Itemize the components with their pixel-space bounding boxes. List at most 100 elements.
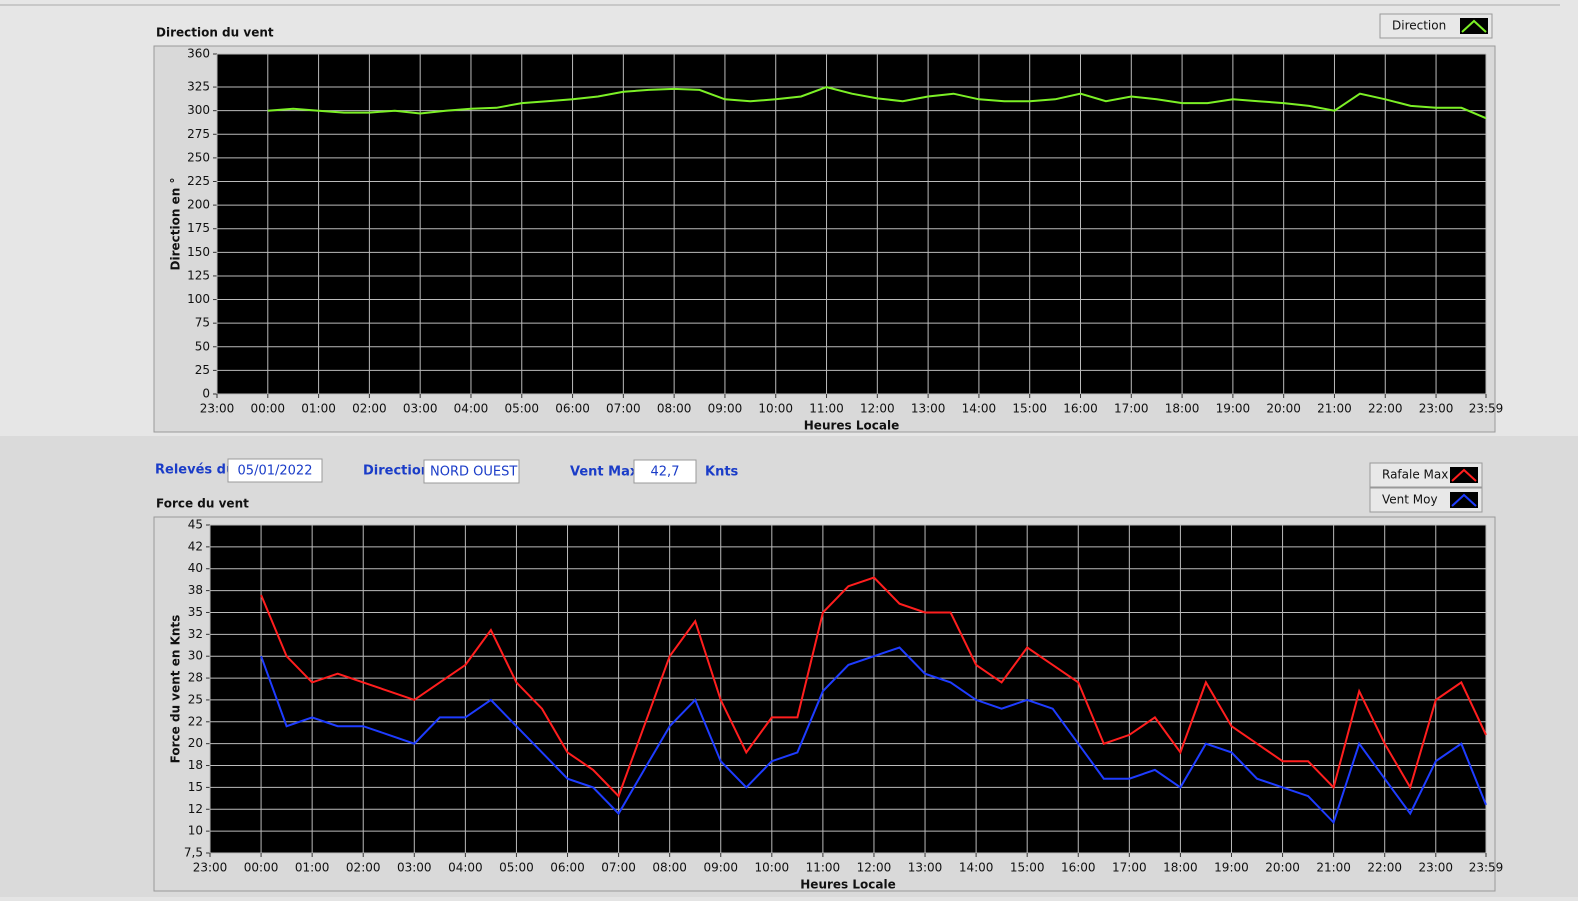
x-tick-label: 21:00 bbox=[1316, 861, 1351, 875]
x-tick-label: 17:00 bbox=[1112, 861, 1147, 875]
y-tick-label: 35 bbox=[188, 605, 203, 619]
x-tick-label: 17:00 bbox=[1114, 402, 1149, 416]
x-tick-label: 15:00 bbox=[1010, 861, 1045, 875]
x-tick-label: 23:00 bbox=[193, 861, 228, 875]
y-tick-label: 25 bbox=[188, 692, 203, 706]
legend-swatch bbox=[1451, 468, 1477, 482]
x-tick-label: 23:59 bbox=[1469, 861, 1504, 875]
field-box[interactable] bbox=[423, 459, 520, 484]
y-tick-label: 75 bbox=[195, 316, 210, 330]
x-tick-label: 04:00 bbox=[448, 861, 483, 875]
field-value: 05/01/2022 bbox=[238, 464, 313, 479]
legend-label: Direction bbox=[1392, 19, 1446, 33]
y-tick-label: 38 bbox=[188, 583, 203, 597]
x-tick-label: 15:00 bbox=[1012, 402, 1047, 416]
x-tick-label: 23:00 bbox=[1419, 402, 1454, 416]
x-tick-label: 05:00 bbox=[499, 861, 534, 875]
y-tick-label: 200 bbox=[187, 198, 210, 212]
x-tick-label: 19:00 bbox=[1214, 861, 1249, 875]
series-line bbox=[260, 646, 1487, 825]
y-axis-title: Direction en ° bbox=[169, 178, 183, 271]
x-tick-label: 11:00 bbox=[809, 402, 844, 416]
x-tick-label: 23:00 bbox=[1418, 861, 1453, 875]
y-tick-label: 45 bbox=[188, 518, 203, 532]
x-tick-label: 06:00 bbox=[555, 402, 590, 416]
field-box[interactable] bbox=[633, 459, 697, 484]
field-label: Vent Max bbox=[570, 465, 639, 480]
y-tick-label: 15 bbox=[188, 780, 203, 794]
y-axis-title: Force du vent en Knts bbox=[169, 615, 183, 764]
x-tick-label: 07:00 bbox=[601, 861, 636, 875]
x-tick-label: 18:00 bbox=[1163, 861, 1198, 875]
y-tick-label: 22 bbox=[188, 714, 203, 728]
x-tick-label: 04:00 bbox=[454, 402, 489, 416]
legend-label: Vent Moy bbox=[1382, 493, 1438, 507]
x-tick-label: 08:00 bbox=[657, 402, 692, 416]
field-label: Relevés du bbox=[155, 463, 235, 478]
x-tick-label: 12:00 bbox=[857, 861, 892, 875]
x-tick-label: 09:00 bbox=[703, 861, 738, 875]
x-tick-label: 22:00 bbox=[1368, 402, 1403, 416]
y-tick-label: 18 bbox=[188, 758, 203, 772]
x-tick-label: 13:00 bbox=[908, 861, 943, 875]
x-tick-label: 20:00 bbox=[1265, 861, 1300, 875]
x-tick-label: 23:59 bbox=[1469, 402, 1504, 416]
x-tick-label: 23:00 bbox=[200, 402, 235, 416]
legend-label: Rafale Max bbox=[1382, 468, 1448, 482]
y-tick-label: 10 bbox=[188, 824, 203, 838]
chart-title: Force du vent bbox=[156, 497, 249, 511]
y-tick-label: 125 bbox=[187, 268, 210, 282]
x-tick-label: 03:00 bbox=[397, 861, 432, 875]
y-tick-label: 30 bbox=[188, 649, 203, 663]
y-tick-label: 32 bbox=[188, 627, 203, 641]
y-tick-label: 50 bbox=[195, 339, 210, 353]
y-tick-label: 40 bbox=[188, 561, 203, 575]
x-tick-label: 05:00 bbox=[504, 402, 539, 416]
x-tick-label: 11:00 bbox=[806, 861, 841, 875]
x-tick-label: 10:00 bbox=[755, 861, 790, 875]
x-tick-label: 16:00 bbox=[1063, 402, 1098, 416]
y-tick-label: 25 bbox=[195, 363, 210, 377]
x-tick-label: 20:00 bbox=[1266, 402, 1301, 416]
plot-area bbox=[210, 525, 1486, 853]
y-tick-label: 28 bbox=[188, 671, 203, 685]
x-tick-label: 12:00 bbox=[860, 402, 895, 416]
unit-label: Knts bbox=[705, 465, 739, 480]
x-tick-label: 09:00 bbox=[708, 402, 743, 416]
x-tick-label: 06:00 bbox=[550, 861, 585, 875]
y-tick-label: 20 bbox=[188, 736, 203, 750]
y-tick-label: 42 bbox=[188, 539, 203, 553]
x-tick-label: 21:00 bbox=[1317, 402, 1352, 416]
legend-swatch-bg bbox=[1450, 492, 1478, 508]
x-tick-label: 13:00 bbox=[911, 402, 946, 416]
series-line bbox=[267, 86, 1487, 120]
y-tick-label: 175 bbox=[187, 221, 210, 235]
y-tick-label: 100 bbox=[187, 292, 210, 306]
y-tick-label: 150 bbox=[187, 245, 210, 259]
x-tick-label: 00:00 bbox=[244, 861, 279, 875]
x-tick-label: 22:00 bbox=[1367, 861, 1402, 875]
x-axis-title: Heures Locale bbox=[800, 878, 895, 892]
field-box[interactable] bbox=[227, 458, 323, 483]
x-tick-label: 02:00 bbox=[352, 402, 387, 416]
x-tick-label: 08:00 bbox=[652, 861, 687, 875]
x-axis-title: Heures Locale bbox=[804, 419, 899, 433]
legend-swatch bbox=[1451, 493, 1477, 507]
x-tick-label: 16:00 bbox=[1061, 861, 1096, 875]
y-tick-label: 360 bbox=[187, 47, 210, 61]
y-tick-label: 0 bbox=[202, 387, 210, 401]
x-tick-label: 19:00 bbox=[1216, 402, 1251, 416]
x-tick-label: 00:00 bbox=[250, 402, 285, 416]
y-tick-label: 300 bbox=[187, 103, 210, 117]
field-label: Direction bbox=[363, 464, 430, 479]
y-tick-label: 12 bbox=[188, 802, 203, 816]
y-tick-label: 325 bbox=[187, 80, 210, 94]
x-tick-label: 14:00 bbox=[959, 861, 994, 875]
legend-swatch-bg bbox=[1450, 467, 1478, 483]
x-tick-label: 07:00 bbox=[606, 402, 641, 416]
x-tick-label: 10:00 bbox=[758, 402, 793, 416]
field-value: 42,7 bbox=[651, 465, 680, 480]
y-tick-label: 275 bbox=[187, 127, 210, 141]
